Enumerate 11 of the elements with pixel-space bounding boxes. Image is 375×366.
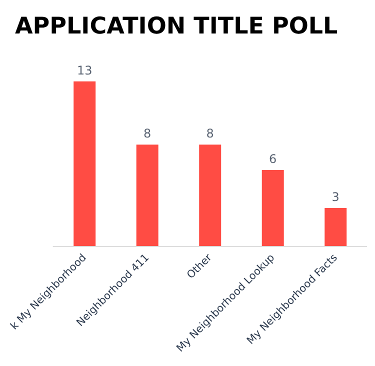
bar [199, 144, 222, 246]
bar [136, 144, 158, 246]
data-label: 8 [206, 126, 214, 141]
bar [262, 170, 284, 246]
bar [324, 208, 347, 246]
bar [74, 81, 96, 246]
data-label: 13 [76, 63, 92, 78]
data-label: 6 [269, 152, 277, 166]
data-label: 8 [144, 126, 152, 141]
chart-title: APPLICATION TITLE POLL [15, 14, 338, 40]
data-label: 3 [332, 190, 340, 204]
